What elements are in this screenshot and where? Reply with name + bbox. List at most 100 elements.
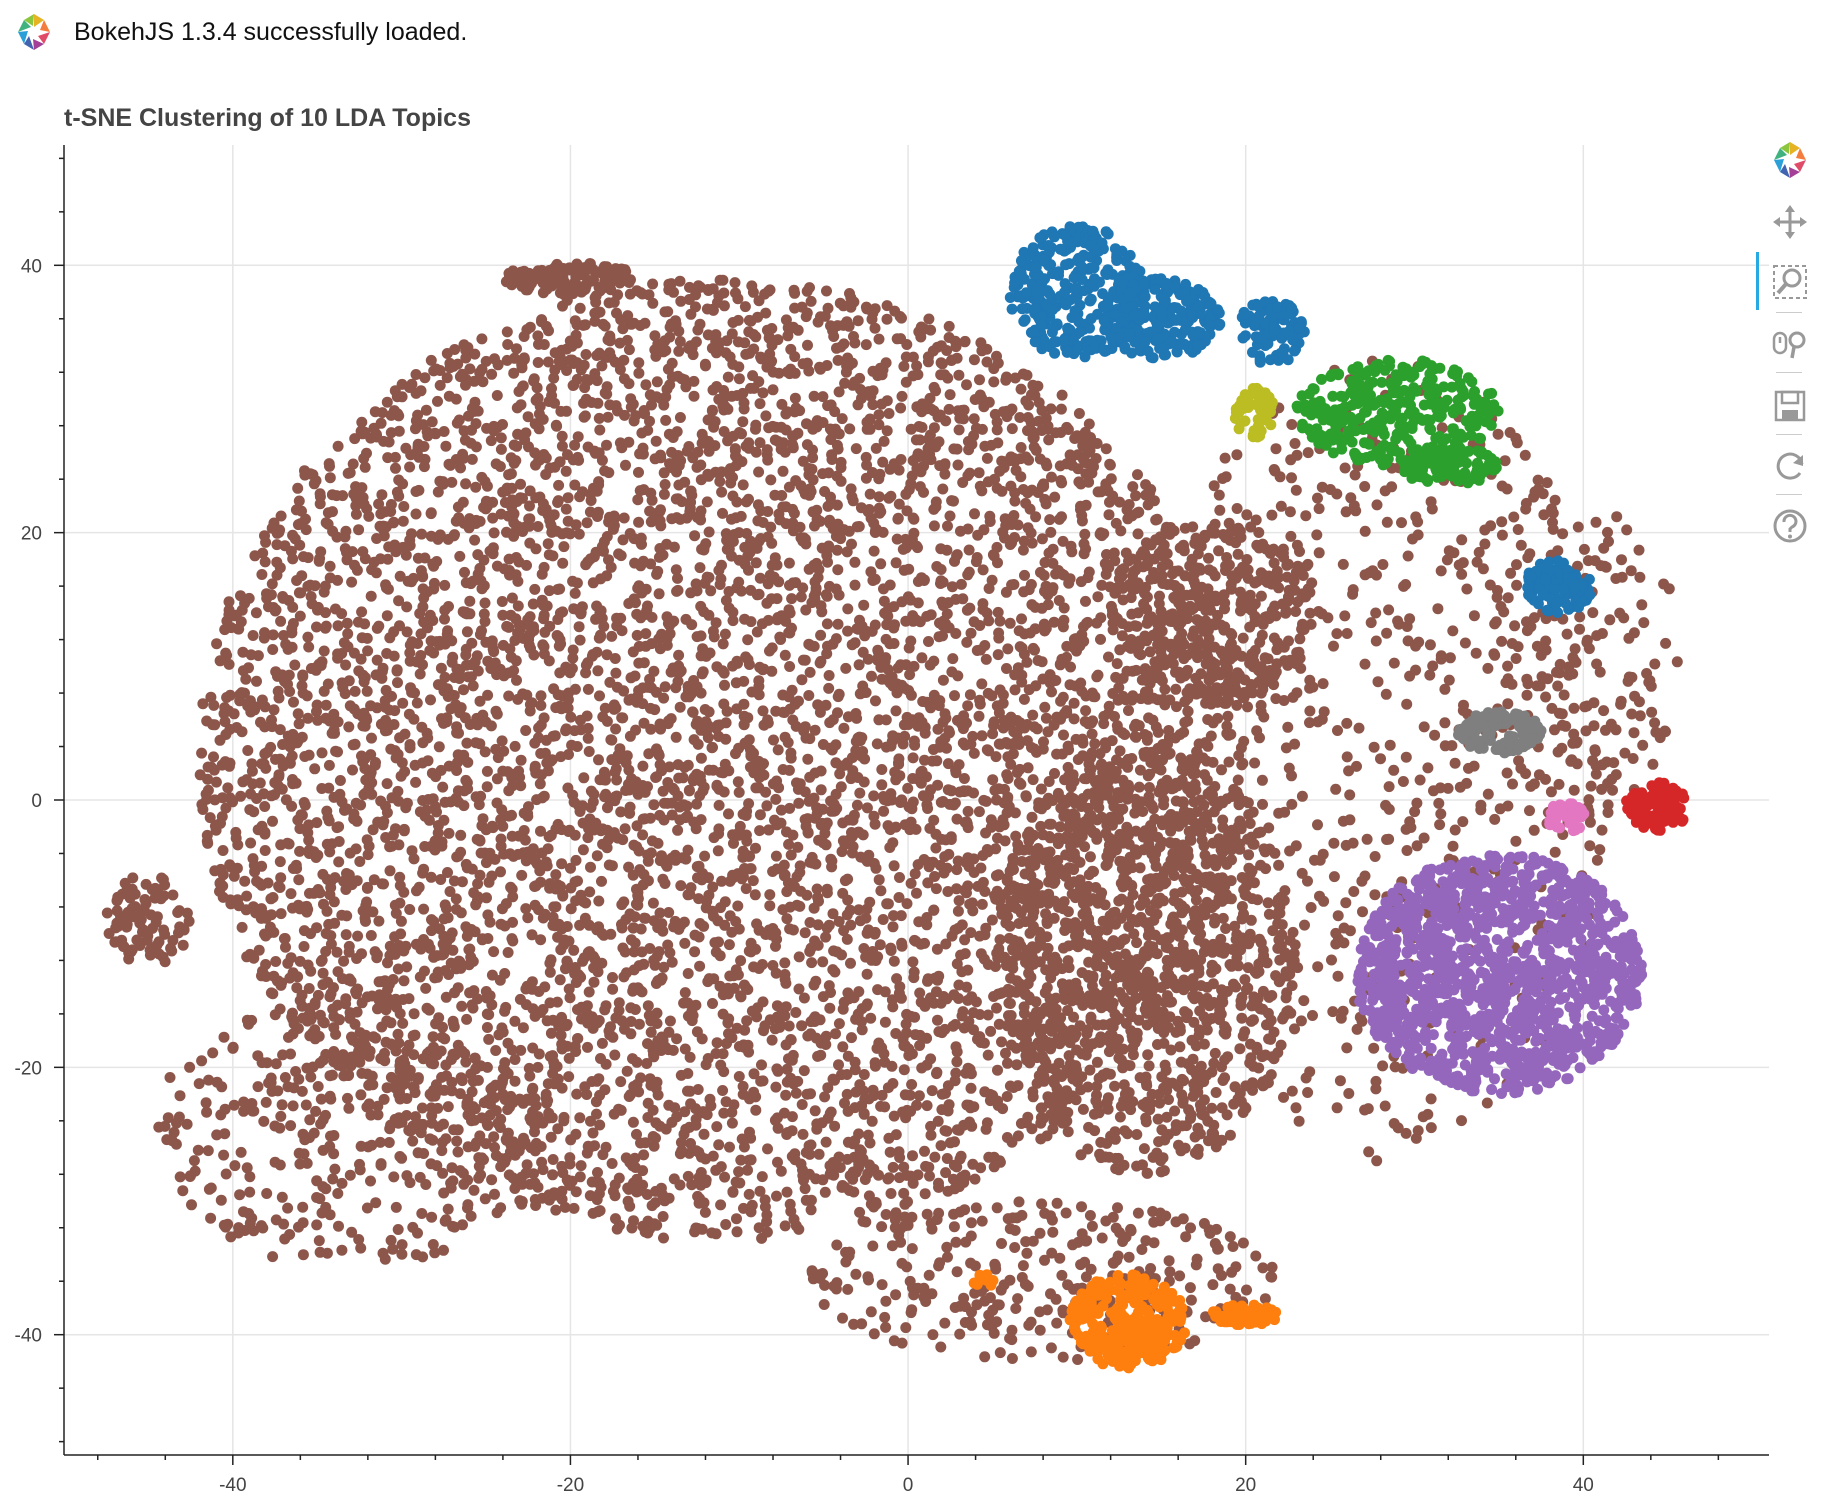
data-point — [246, 758, 258, 770]
data-point — [428, 560, 440, 572]
data-point — [873, 333, 885, 345]
data-point — [825, 491, 836, 503]
data-point — [1001, 663, 1012, 674]
data-point — [674, 701, 686, 713]
data-point — [1073, 408, 1085, 419]
data-point — [754, 398, 766, 410]
data-point — [890, 774, 902, 786]
data-point — [324, 560, 336, 572]
data-point — [469, 348, 481, 360]
data-point — [557, 300, 568, 312]
data-point — [658, 467, 670, 479]
data-point — [1015, 442, 1027, 453]
data-point — [567, 380, 579, 391]
data-point — [784, 661, 796, 672]
data-point — [371, 533, 383, 544]
data-point — [311, 817, 323, 829]
data-point — [609, 356, 621, 368]
data-point — [440, 1133, 452, 1145]
data-point — [380, 684, 392, 696]
data-point — [593, 347, 605, 359]
data-point — [640, 628, 652, 640]
data-point — [578, 772, 590, 784]
data-point — [538, 641, 550, 653]
data-point — [743, 314, 755, 326]
data-point — [474, 695, 486, 707]
data-point — [406, 636, 418, 648]
data-point — [786, 593, 798, 605]
data-point — [833, 916, 845, 927]
data-point — [406, 845, 418, 857]
data-point — [722, 371, 734, 383]
data-point — [1049, 491, 1061, 503]
data-point — [662, 306, 674, 318]
data-point — [786, 322, 798, 334]
data-point — [451, 417, 463, 429]
data-point — [387, 829, 399, 841]
data-point — [830, 633, 842, 645]
data-point — [394, 732, 406, 744]
data-point — [815, 363, 826, 375]
data-point — [997, 697, 1009, 709]
data-point — [821, 618, 833, 630]
data-point — [596, 875, 607, 887]
data-point — [503, 553, 515, 565]
data-point — [789, 881, 800, 892]
data-point — [491, 708, 503, 720]
data-point — [861, 855, 873, 867]
data-point — [753, 466, 765, 478]
data-point — [873, 874, 885, 886]
data-point — [880, 714, 892, 726]
data-point — [864, 896, 876, 908]
data-point — [815, 1049, 827, 1061]
data-point — [568, 1202, 580, 1214]
data-point — [648, 1140, 660, 1152]
data-point — [484, 847, 496, 859]
data-point — [1039, 493, 1051, 505]
data-point — [1002, 1057, 1013, 1069]
data-point — [455, 829, 467, 841]
data-point — [658, 488, 670, 500]
data-point — [1038, 481, 1050, 492]
data-point — [809, 576, 821, 588]
data-point — [398, 886, 410, 898]
data-point — [993, 627, 1005, 639]
data-point — [610, 667, 622, 679]
data-point — [802, 339, 813, 351]
data-point — [393, 490, 405, 502]
data-point — [700, 1153, 711, 1165]
data-point — [702, 1053, 714, 1064]
data-point — [1002, 643, 1014, 655]
data-point — [1121, 504, 1133, 516]
data-point — [1114, 644, 1126, 656]
data-point — [660, 414, 672, 426]
data-point — [698, 781, 710, 793]
data-point — [798, 1065, 810, 1077]
data-point — [439, 613, 450, 625]
data-point — [799, 927, 811, 939]
data-point — [766, 537, 778, 549]
data-point — [563, 826, 574, 837]
data-point — [831, 544, 843, 556]
data-point — [824, 1002, 836, 1014]
data-point — [259, 801, 271, 812]
data-point — [824, 423, 836, 435]
data-point — [392, 1028, 404, 1040]
data-point — [1133, 781, 1145, 793]
data-point — [1035, 1112, 1047, 1124]
data-point — [976, 898, 988, 910]
data-point — [404, 904, 416, 915]
data-point — [242, 745, 254, 756]
data-point — [777, 465, 789, 477]
data-point — [988, 716, 1000, 728]
data-point — [620, 459, 631, 471]
data-point — [554, 607, 566, 619]
data-point — [366, 732, 377, 744]
data-point — [1151, 513, 1163, 525]
data-point — [695, 814, 707, 826]
data-point — [683, 785, 695, 797]
data-point — [606, 630, 618, 642]
data-point — [773, 782, 785, 794]
data-point — [777, 764, 789, 775]
